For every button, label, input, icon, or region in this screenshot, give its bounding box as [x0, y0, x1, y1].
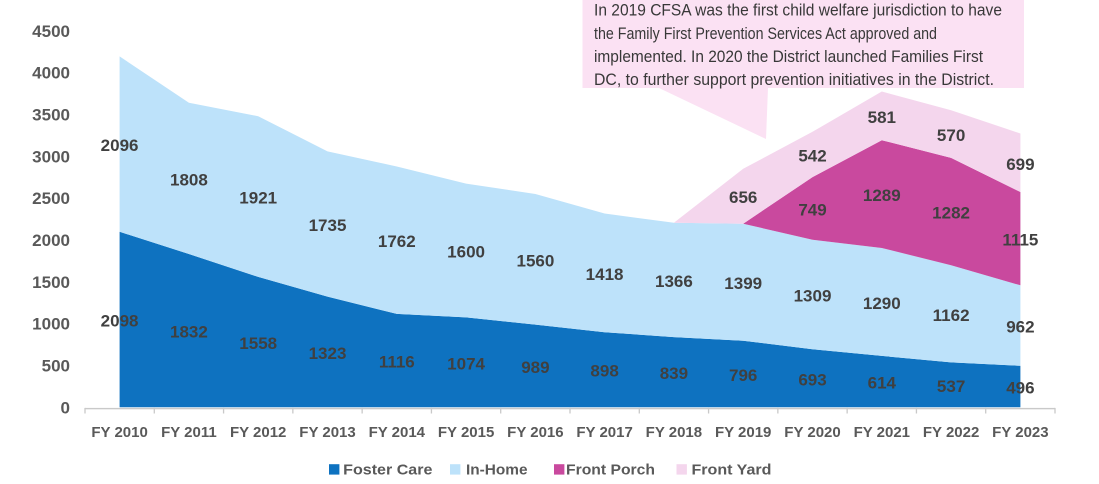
svg-text:FY 2014: FY 2014	[369, 424, 426, 441]
svg-text:2098: 2098	[101, 312, 139, 331]
svg-text:FY 2020: FY 2020	[784, 424, 840, 441]
svg-text:537: 537	[937, 377, 965, 396]
svg-text:implemented. In 2020 the Distr: implemented. In 2020 the District launch…	[594, 48, 983, 66]
svg-text:699: 699	[1006, 155, 1034, 174]
svg-text:0: 0	[61, 398, 70, 417]
svg-text:1000: 1000	[32, 315, 70, 334]
svg-text:the Family First Prevention Se: the Family First Prevention Services Act…	[594, 25, 937, 43]
svg-text:500: 500	[42, 357, 70, 376]
svg-text:3500: 3500	[32, 106, 70, 125]
svg-text:FY 2019: FY 2019	[715, 424, 771, 441]
svg-text:FY 2011: FY 2011	[161, 424, 217, 441]
svg-text:839: 839	[660, 364, 688, 383]
svg-text:1162: 1162	[933, 306, 970, 325]
svg-text:1832: 1832	[170, 323, 208, 342]
svg-text:614: 614	[868, 374, 897, 393]
svg-text:2096: 2096	[101, 136, 139, 155]
svg-text:1808: 1808	[170, 170, 208, 189]
svg-text:2000: 2000	[32, 231, 70, 250]
svg-text:In-Home: In-Home	[466, 462, 528, 479]
svg-text:Front Porch: Front Porch	[566, 462, 655, 479]
svg-text:898: 898	[590, 362, 618, 381]
svg-text:FY 2023: FY 2023	[992, 424, 1048, 441]
svg-text:542: 542	[798, 147, 826, 166]
svg-text:570: 570	[937, 126, 965, 145]
svg-text:4000: 4000	[32, 64, 70, 83]
svg-text:FY 2016: FY 2016	[507, 424, 563, 441]
svg-text:656: 656	[729, 188, 757, 207]
svg-text:FY 2022: FY 2022	[923, 424, 979, 441]
svg-text:1399: 1399	[724, 274, 762, 293]
svg-text:1074: 1074	[447, 354, 485, 373]
svg-text:Front Yard: Front Yard	[692, 462, 772, 479]
svg-text:1289: 1289	[863, 186, 901, 205]
svg-text:Foster Care: Foster Care	[343, 462, 432, 479]
svg-text:1762: 1762	[378, 232, 416, 251]
svg-text:FY 2017: FY 2017	[576, 424, 632, 441]
svg-text:749: 749	[798, 201, 826, 220]
svg-text:2500: 2500	[32, 189, 70, 208]
svg-text:796: 796	[729, 366, 757, 385]
svg-text:FY 2010: FY 2010	[91, 424, 147, 441]
svg-text:FY 2012: FY 2012	[230, 424, 286, 441]
svg-text:1290: 1290	[863, 294, 901, 313]
svg-text:962: 962	[1006, 318, 1034, 337]
svg-text:1600: 1600	[447, 243, 485, 262]
svg-text:FY 2021: FY 2021	[854, 424, 910, 441]
svg-text:1418: 1418	[586, 265, 624, 284]
svg-text:FY 2015: FY 2015	[438, 424, 494, 441]
svg-text:693: 693	[798, 370, 826, 389]
svg-text:4500: 4500	[32, 22, 70, 41]
svg-text:1558: 1558	[239, 334, 277, 353]
svg-text:581: 581	[868, 108, 896, 127]
svg-text:FY 2018: FY 2018	[646, 424, 702, 441]
svg-text:1309: 1309	[794, 287, 832, 306]
svg-text:3000: 3000	[32, 147, 70, 166]
svg-text:1116: 1116	[379, 353, 415, 372]
svg-text:DC, to further support prevent: DC, to further support prevention initia…	[594, 71, 994, 89]
svg-text:1366: 1366	[655, 272, 693, 291]
svg-text:In 2019 CFSA was the first chi: In 2019 CFSA was the first child welfare…	[594, 2, 1002, 20]
svg-text:1282: 1282	[932, 204, 970, 223]
svg-text:FY 2013: FY 2013	[299, 424, 355, 441]
svg-text:1500: 1500	[32, 273, 70, 292]
svg-text:1115: 1115	[1002, 231, 1038, 250]
svg-text:989: 989	[521, 358, 549, 377]
svg-text:496: 496	[1006, 379, 1034, 398]
svg-text:1560: 1560	[516, 251, 554, 270]
svg-text:1323: 1323	[309, 344, 347, 363]
svg-text:1735: 1735	[309, 216, 347, 235]
svg-text:1921: 1921	[239, 189, 277, 208]
